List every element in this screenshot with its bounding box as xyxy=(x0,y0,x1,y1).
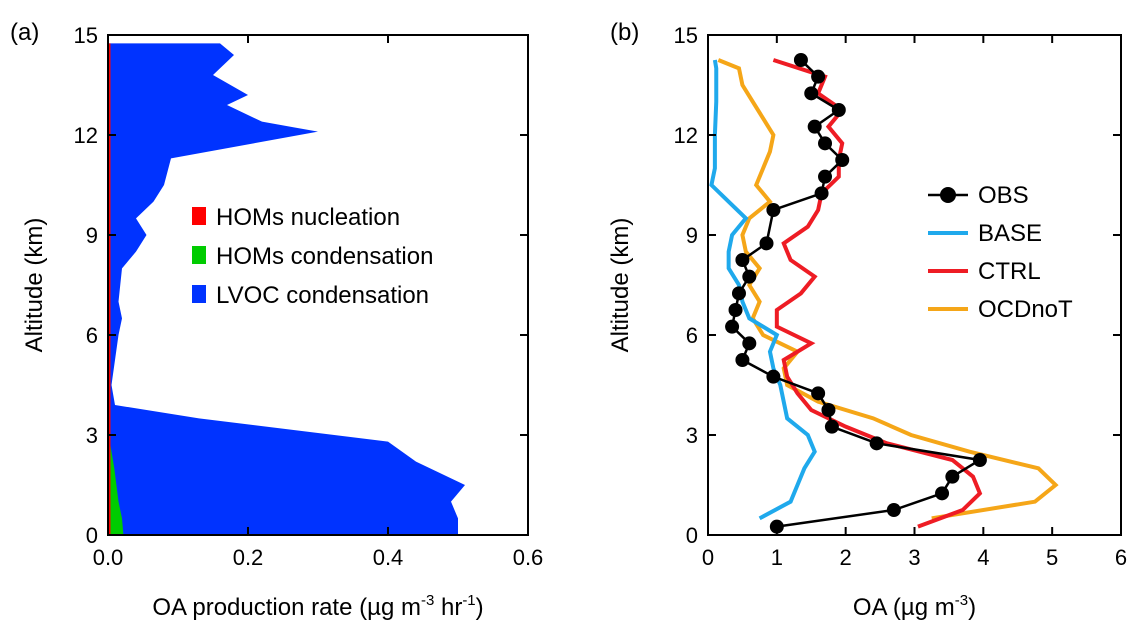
panel-a-x-axis-label-main: OA production rate (µg m xyxy=(152,594,421,621)
series-obs-point xyxy=(725,319,740,334)
panel-a: (a) 0.0 0.2 0.4 0.6 0 3 6 9 12 15 Altitude (km) O… xyxy=(10,19,543,621)
panel-b-y-tick-label: 3 xyxy=(686,423,698,448)
panel-b-y-tick-label: 0 xyxy=(686,523,698,548)
series-obs-point xyxy=(818,169,833,184)
panel-a-x-axis-label-exp2: -1 xyxy=(462,592,475,609)
panel-a-y-axis-label: Altitude (km) xyxy=(21,218,48,353)
series-obs-point xyxy=(769,519,784,534)
panel-b-y-tick-label: 12 xyxy=(674,123,698,148)
panel-b-legend-label: OBS xyxy=(978,182,1029,209)
panel-b-legend: OBS BASE CTRL OCDnoT xyxy=(928,182,1073,323)
panel-b-legend-marker xyxy=(940,187,956,203)
panel-a-x-axis-label-unit2: hr xyxy=(434,594,462,621)
panel-a-legend-label: HOMs condensation xyxy=(216,243,433,270)
panel-b-x-tick-label: 1 xyxy=(771,545,783,570)
panel-b-x-axis-label-close: ) xyxy=(968,594,976,621)
panel-a-x-tick-label: 0.6 xyxy=(513,545,544,570)
series-obs-point xyxy=(793,53,808,67)
series-obs-point xyxy=(811,69,826,84)
series-homs-condensation xyxy=(108,435,124,535)
series-obs-point xyxy=(824,419,839,434)
panel-a-y-tick-label: 15 xyxy=(74,23,98,48)
series-obs-point xyxy=(766,203,781,217)
series-obs-point xyxy=(818,136,833,151)
panel-a-legend: HOMs nucleation HOMs condensation LVOC con… xyxy=(192,204,433,309)
panel-a-ticks: 0.0 0.2 0.4 0.6 0 3 6 9 12 15 xyxy=(74,23,544,570)
panel-b-x-tick-label: 4 xyxy=(977,545,989,570)
panel-b-frame xyxy=(707,34,1122,536)
panel-a-legend-label: HOMs nucleation xyxy=(216,204,400,231)
panel-b-legend-label: CTRL xyxy=(978,258,1041,285)
series-ocdnot-line xyxy=(717,58,1059,521)
series-obs-point xyxy=(835,153,850,167)
panel-a-y-tick-label: 9 xyxy=(86,223,98,248)
panel-a-legend-swatch xyxy=(192,207,206,225)
panel-b-x-tick-label: 3 xyxy=(908,545,920,570)
series-obs-point xyxy=(766,369,781,384)
series-obs-point xyxy=(869,436,884,451)
panel-b-legend-label: BASE xyxy=(978,220,1042,247)
panel-a-x-axis-label: OA production rate (µg m-3 hr-1) xyxy=(152,592,483,621)
panel-b-y-axis-label: Altitude (km) xyxy=(607,218,634,353)
panel-a-legend-label: LVOC condensation xyxy=(216,282,429,309)
series-obs-point xyxy=(935,486,950,501)
panel-a-legend-swatch xyxy=(192,285,206,303)
panel-a-x-axis-label-exp1: -3 xyxy=(421,592,434,609)
series-obs-point xyxy=(972,453,987,467)
series-base-line xyxy=(709,59,817,521)
series-obs-point xyxy=(731,286,746,301)
panel-b-x-tick-label: 2 xyxy=(840,545,852,570)
series-lvoc-condensation xyxy=(108,43,465,535)
panel-b-legend-label: OCDnoT xyxy=(978,296,1073,323)
series-obs-point xyxy=(945,469,960,484)
panel-b-plot-area xyxy=(709,53,1059,534)
panel-a-y-tick-label: 12 xyxy=(74,123,98,148)
series-obs-point xyxy=(886,503,901,517)
panel-a-tag: (a) xyxy=(10,19,39,46)
panel-a-x-tick-label: 0.4 xyxy=(373,545,404,570)
panel-b-x-tick-label: 0 xyxy=(702,545,714,570)
series-obs-line xyxy=(730,59,984,528)
series-obs-point xyxy=(804,86,819,101)
panel-a-legend-swatch xyxy=(192,246,206,264)
series-obs-point xyxy=(814,186,829,201)
panel-b-x-tick-label: 6 xyxy=(1115,545,1127,570)
panel-b-tag: (b) xyxy=(610,19,639,46)
series-obs-point xyxy=(742,336,757,351)
panel-b-y-tick-label: 6 xyxy=(686,323,698,348)
series-obs-point xyxy=(831,103,846,117)
series-ctrl-line xyxy=(772,58,983,529)
panel-b-x-axis-label-exp: -3 xyxy=(955,592,968,609)
series-obs-point xyxy=(742,269,757,284)
panel-a-y-tick-label: 6 xyxy=(86,323,98,348)
panel-b-y-tick-label: 15 xyxy=(674,23,698,48)
panel-a-x-tick-label: 0.2 xyxy=(233,545,264,570)
series-obs-point xyxy=(759,236,774,251)
series-obs-point xyxy=(807,119,822,134)
panel-b-y-tick-label: 9 xyxy=(686,223,698,248)
panel-b-x-axis-label-main: OA (µg m xyxy=(853,594,955,621)
panel-a-y-tick-label: 3 xyxy=(86,423,98,448)
series-obs-point xyxy=(821,403,836,417)
series-obs-point xyxy=(735,353,750,367)
series-obs-point xyxy=(735,253,750,267)
panel-b-x-tick-label: 5 xyxy=(1046,545,1058,570)
panel-a-frame xyxy=(107,34,529,536)
panel-a-y-tick-label: 0 xyxy=(86,523,98,548)
panel-a-x-tick-label: 0.0 xyxy=(93,545,124,570)
panel-b-x-axis-label: OA (µg m-3) xyxy=(853,592,976,621)
series-obs-point xyxy=(728,303,743,317)
panel-a-x-axis-label-close: ) xyxy=(476,594,484,621)
series-obs-point xyxy=(811,386,826,401)
